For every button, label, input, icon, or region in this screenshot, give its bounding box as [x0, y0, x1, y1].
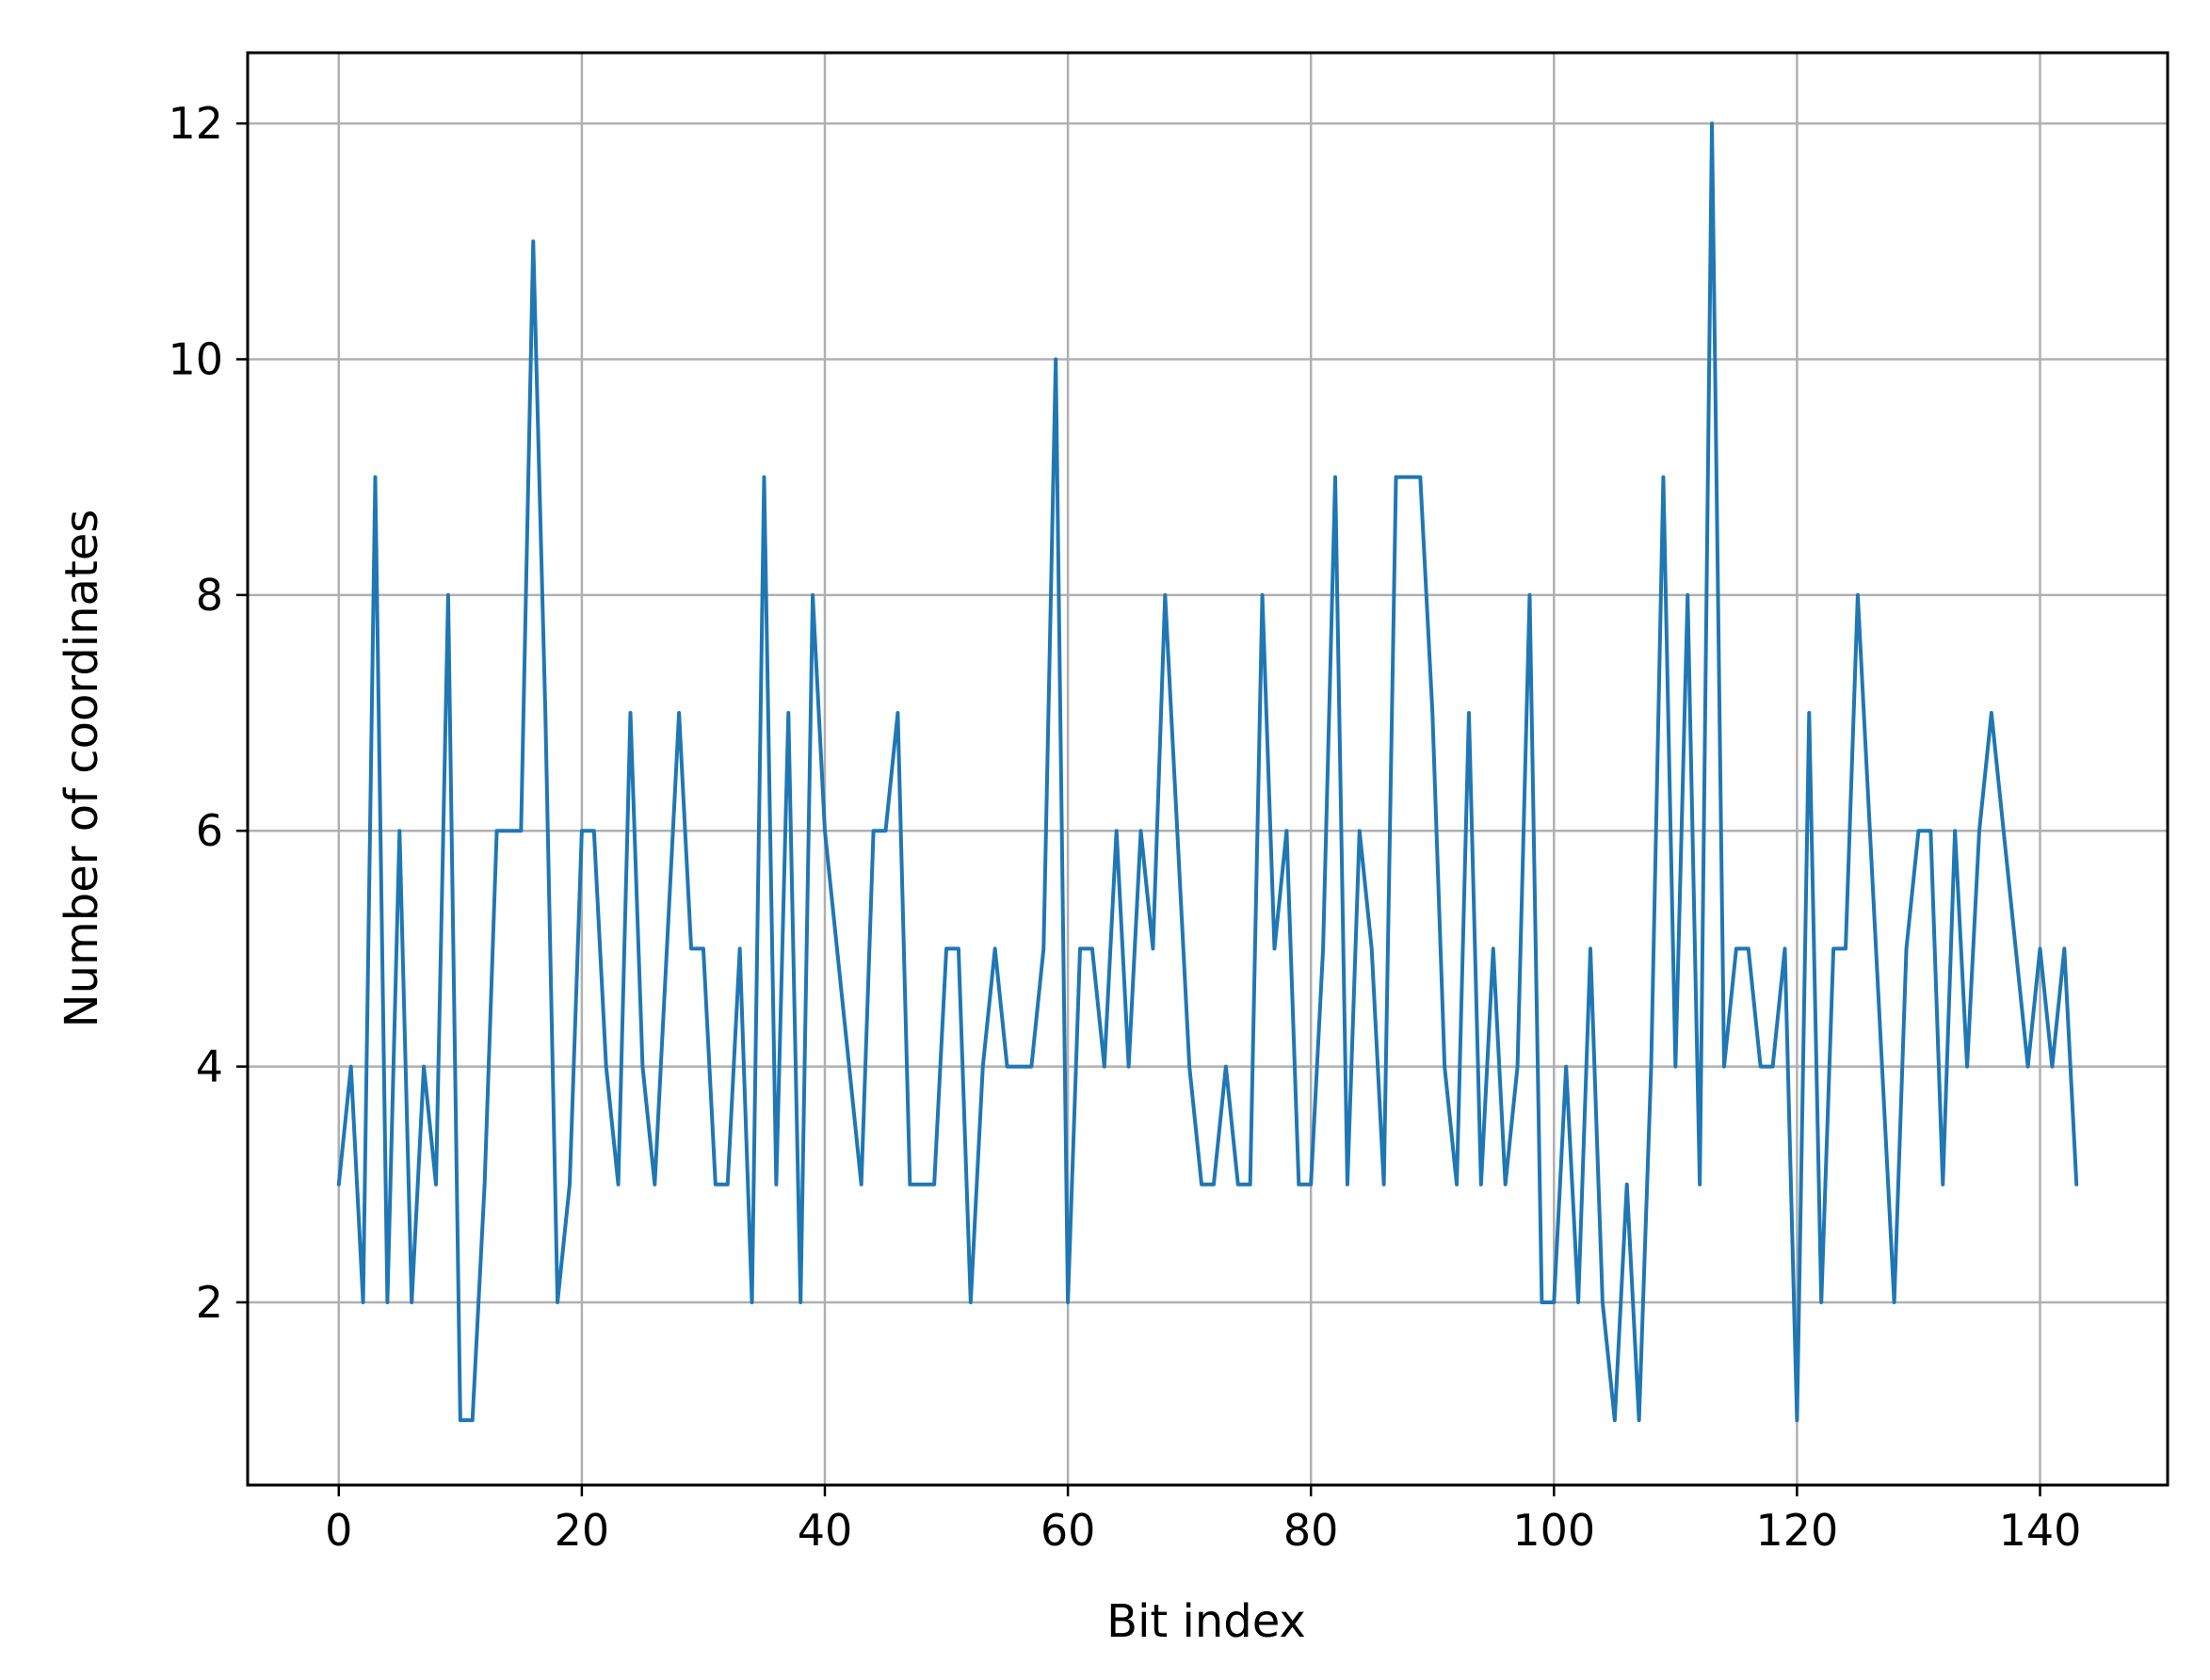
- ticks: 0 20 40 60 80 100 120 140 2 4 6 8 10 12: [168, 98, 2081, 1556]
- y-tick-label: 12: [168, 98, 223, 149]
- y-tick-label: 2: [196, 1277, 223, 1328]
- x-tick-label: 140: [1999, 1505, 2082, 1556]
- x-tick-label: 120: [1755, 1505, 1838, 1556]
- grid: [248, 53, 2168, 1485]
- x-tick-label: 40: [798, 1505, 853, 1556]
- y-tick-label: 4: [196, 1042, 223, 1092]
- x-tick-label: 100: [1512, 1505, 1595, 1556]
- x-tick-label: 60: [1040, 1505, 1096, 1556]
- series-layer: [336, 121, 2079, 1423]
- y-tick-label: 8: [196, 570, 223, 621]
- x-axis-label: Bit index: [1106, 1595, 1306, 1648]
- series-line: [336, 121, 2079, 1423]
- y-tick-label: 6: [196, 805, 223, 856]
- x-tick-label: 0: [325, 1505, 352, 1556]
- y-tick-label: 10: [168, 333, 223, 384]
- x-tick-label: 80: [1283, 1505, 1339, 1556]
- plot-frame: [246, 51, 2170, 1487]
- y-axis-label: Number of coordinates: [56, 509, 108, 1028]
- x-tick-label: 20: [555, 1505, 610, 1556]
